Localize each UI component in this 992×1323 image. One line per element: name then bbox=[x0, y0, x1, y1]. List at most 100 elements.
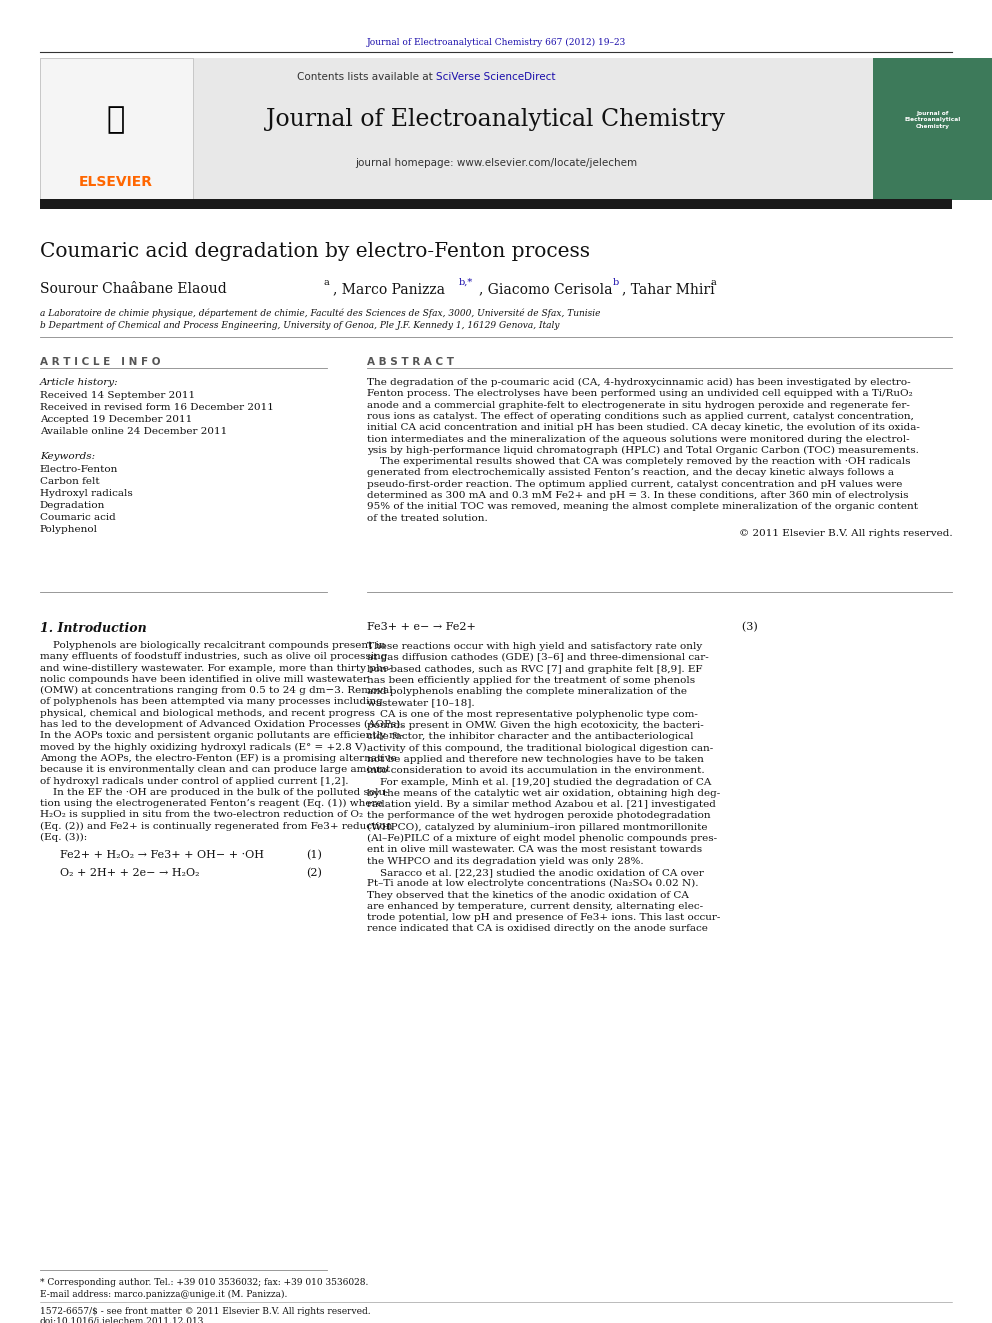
Text: cide factor, the inhibitor character and the antibacteriological: cide factor, the inhibitor character and… bbox=[367, 733, 693, 741]
Text: b,*: b,* bbox=[458, 278, 472, 287]
Text: not be applied and therefore new technologies have to be taken: not be applied and therefore new technol… bbox=[367, 755, 704, 763]
Text: Electro-Fenton: Electro-Fenton bbox=[40, 464, 118, 474]
Text: * Corresponding author. Tel.: +39 010 3536032; fax: +39 010 3536028.: * Corresponding author. Tel.: +39 010 35… bbox=[40, 1278, 368, 1287]
Text: Available online 24 December 2011: Available online 24 December 2011 bbox=[40, 427, 227, 437]
Text: ysis by high-performance liquid chromatograph (HPLC) and Total Organic Carbon (T: ysis by high-performance liquid chromato… bbox=[367, 446, 919, 455]
Text: initial CA acid concentration and initial pH has been studied. CA decay kinetic,: initial CA acid concentration and initia… bbox=[367, 423, 920, 433]
Bar bbox=[873, 58, 992, 200]
Bar bbox=[40, 198, 952, 209]
Text: tion intermediates and the mineralization of the aqueous solutions were monitore: tion intermediates and the mineralizatio… bbox=[367, 434, 910, 443]
Text: 🌲: 🌲 bbox=[107, 106, 125, 135]
Text: Fe3+ + e− → Fe2+                                                                : Fe3+ + e− → Fe2+ bbox=[367, 622, 758, 632]
Text: H₂O₂ is supplied in situ from the two-electron reduction of O₂: H₂O₂ is supplied in situ from the two-el… bbox=[40, 811, 363, 819]
Text: Keywords:: Keywords: bbox=[40, 452, 95, 460]
Text: 1572-6657/$ - see front matter © 2011 Elsevier B.V. All rights reserved.: 1572-6657/$ - see front matter © 2011 El… bbox=[40, 1307, 370, 1316]
Text: determined as 300 mA and 0.3 mM Fe2+ and pH = 3. In these conditions, after 360 : determined as 300 mA and 0.3 mM Fe2+ and… bbox=[367, 491, 909, 500]
Text: O₂ + 2H+ + 2e− → H₂O₂: O₂ + 2H+ + 2e− → H₂O₂ bbox=[60, 868, 199, 878]
Text: of the treated solution.: of the treated solution. bbox=[367, 513, 488, 523]
Text: activity of this compound, the traditional biological digestion can-: activity of this compound, the tradition… bbox=[367, 744, 713, 753]
Text: Sourour Chaâbane Elaoud: Sourour Chaâbane Elaoud bbox=[40, 282, 226, 296]
Text: a: a bbox=[710, 278, 716, 287]
Text: b Department of Chemical and Process Engineering, University of Genoa, Ple J.F. : b Department of Chemical and Process Eng… bbox=[40, 321, 559, 329]
Text: because it is environmentally clean and can produce large amount: because it is environmentally clean and … bbox=[40, 765, 390, 774]
Text: CA is one of the most representative polyphenolic type com-: CA is one of the most representative pol… bbox=[367, 710, 698, 718]
Text: pounds present in OMW. Given the high ecotoxicity, the bacteri-: pounds present in OMW. Given the high ec… bbox=[367, 721, 703, 730]
Text: bon-based cathodes, such as RVC [7] and graphite felt [8,9]. EF: bon-based cathodes, such as RVC [7] and … bbox=[367, 664, 702, 673]
Text: rous ions as catalyst. The effect of operating conditions such as applied curren: rous ions as catalyst. The effect of ope… bbox=[367, 411, 914, 421]
Text: and wine-distillery wastewater. For example, more than thirty phe-: and wine-distillery wastewater. For exam… bbox=[40, 664, 392, 672]
Text: are enhanced by temperature, current density, alternating elec-: are enhanced by temperature, current den… bbox=[367, 902, 703, 912]
Text: Article history:: Article history: bbox=[40, 378, 118, 388]
Text: Fenton process. The electrolyses have been performed using an undivided cell equ: Fenton process. The electrolyses have be… bbox=[367, 389, 913, 398]
Text: doi:10.1016/j.jelechem.2011.12.013: doi:10.1016/j.jelechem.2011.12.013 bbox=[40, 1316, 204, 1323]
Text: (OMW) at concentrations ranging from 0.5 to 24 g dm−3. Removal: (OMW) at concentrations ranging from 0.5… bbox=[40, 687, 392, 696]
Text: Accepted 19 December 2011: Accepted 19 December 2011 bbox=[40, 415, 191, 423]
Text: Coumaric acid: Coumaric acid bbox=[40, 513, 115, 523]
Text: , Tahar Mhiri: , Tahar Mhiri bbox=[622, 282, 714, 296]
Text: anode and a commercial graphite-felt to electrogenerate in situ hydrogen peroxid: anode and a commercial graphite-felt to … bbox=[367, 401, 910, 410]
Text: the performance of the wet hydrogen peroxide photodegradation: the performance of the wet hydrogen pero… bbox=[367, 811, 710, 820]
Text: In the AOPs toxic and persistent organic pollutants are efficiently re-: In the AOPs toxic and persistent organic… bbox=[40, 732, 404, 741]
Text: tion using the electrogenerated Fenton’s reagent (Eq. (1)) where: tion using the electrogenerated Fenton’s… bbox=[40, 799, 382, 808]
Text: Carbon felt: Carbon felt bbox=[40, 478, 99, 486]
Text: by the means of the catalytic wet air oxidation, obtaining high deg-: by the means of the catalytic wet air ox… bbox=[367, 789, 720, 798]
Text: E-mail address: marco.panizza@unige.it (M. Panizza).: E-mail address: marco.panizza@unige.it (… bbox=[40, 1290, 287, 1299]
Text: has led to the development of Advanced Oxidation Processes (AOPs).: has led to the development of Advanced O… bbox=[40, 720, 403, 729]
Text: (1): (1) bbox=[307, 851, 322, 861]
Text: Coumaric acid degradation by electro-Fenton process: Coumaric acid degradation by electro-Fen… bbox=[40, 242, 589, 261]
Text: (Al–Fe)PILC of a mixture of eight model phenolic compounds pres-: (Al–Fe)PILC of a mixture of eight model … bbox=[367, 833, 717, 843]
Text: A B S T R A C T: A B S T R A C T bbox=[367, 357, 454, 366]
Text: generated from electrochemically assisted Fenton’s reaction, and the decay kinet: generated from electrochemically assiste… bbox=[367, 468, 894, 478]
Text: nolic compounds have been identified in olive mill wastewater: nolic compounds have been identified in … bbox=[40, 675, 368, 684]
Text: a: a bbox=[323, 278, 329, 287]
Text: ent in olive mill wastewater. CA was the most resistant towards: ent in olive mill wastewater. CA was the… bbox=[367, 845, 702, 855]
Text: Received 14 September 2011: Received 14 September 2011 bbox=[40, 392, 194, 400]
Text: , Giacomo Cerisola: , Giacomo Cerisola bbox=[479, 282, 613, 296]
Text: Degradation: Degradation bbox=[40, 501, 105, 509]
Text: 1. Introduction: 1. Introduction bbox=[40, 622, 147, 635]
Text: physical, chemical and biological methods, and recent progress: physical, chemical and biological method… bbox=[40, 709, 375, 718]
Text: Saracco et al. [22,23] studied the anodic oxidation of CA over: Saracco et al. [22,23] studied the anodi… bbox=[367, 868, 704, 877]
Text: many effluents of foodstuff industries, such as olive oil processing: many effluents of foodstuff industries, … bbox=[40, 652, 387, 662]
Bar bbox=[40, 58, 873, 200]
Text: wastewater [10–18].: wastewater [10–18]. bbox=[367, 699, 474, 708]
Text: , Marco Panizza: , Marco Panizza bbox=[333, 282, 445, 296]
Text: Among the AOPs, the electro-Fenton (EF) is a promising alternative: Among the AOPs, the electro-Fenton (EF) … bbox=[40, 754, 397, 763]
Text: and polyphenols enabling the complete mineralization of the: and polyphenols enabling the complete mi… bbox=[367, 687, 687, 696]
Text: They observed that the kinetics of the anodic oxidation of CA: They observed that the kinetics of the a… bbox=[367, 890, 688, 900]
Text: ELSEVIER: ELSEVIER bbox=[79, 175, 153, 189]
Text: Journal of Electroanalytical Chemistry 667 (2012) 19–23: Journal of Electroanalytical Chemistry 6… bbox=[366, 38, 626, 48]
Text: (Eq. (3)):: (Eq. (3)): bbox=[40, 833, 87, 843]
Text: (WHPCO), catalyzed by aluminium–iron pillared montmorillonite: (WHPCO), catalyzed by aluminium–iron pil… bbox=[367, 823, 707, 832]
Text: of polyphenols has been attempted via many processes including: of polyphenols has been attempted via ma… bbox=[40, 697, 383, 706]
Text: moved by the highly oxidizing hydroxyl radicals (E° = +2.8 V).: moved by the highly oxidizing hydroxyl r… bbox=[40, 742, 370, 751]
Text: Fe2+ + H₂O₂ → Fe3+ + OH− + ·OH: Fe2+ + H₂O₂ → Fe3+ + OH− + ·OH bbox=[60, 851, 264, 860]
Text: © 2011 Elsevier B.V. All rights reserved.: © 2011 Elsevier B.V. All rights reserved… bbox=[739, 529, 952, 538]
Text: of hydroxyl radicals under control of applied current [1,2].: of hydroxyl radicals under control of ap… bbox=[40, 777, 348, 786]
Text: Polyphenols are biologically recalcitrant compounds present in: Polyphenols are biologically recalcitran… bbox=[40, 642, 385, 650]
Text: radation yield. By a similar method Azabou et al. [21] investigated: radation yield. By a similar method Azab… bbox=[367, 800, 716, 810]
Text: In the EF the ·OH are produced in the bulk of the polluted solu-: In the EF the ·OH are produced in the bu… bbox=[40, 789, 388, 796]
Text: Received in revised form 16 December 2011: Received in revised form 16 December 201… bbox=[40, 404, 274, 411]
Text: Pt–Ti anode at low electrolyte concentrations (Na₂SO₄ 0.02 N).: Pt–Ti anode at low electrolyte concentra… bbox=[367, 880, 698, 889]
Text: a Laboratoire de chimie physique, département de chimie, Faculté des Sciences de: a Laboratoire de chimie physique, départ… bbox=[40, 308, 600, 318]
Text: 95% of the initial TOC was removed, meaning the almost complete mineralization o: 95% of the initial TOC was removed, mean… bbox=[367, 503, 918, 511]
Text: rence indicated that CA is oxidised directly on the anode surface: rence indicated that CA is oxidised dire… bbox=[367, 925, 708, 934]
Text: at gas diffusion cathodes (GDE) [3–6] and three-dimensional car-: at gas diffusion cathodes (GDE) [3–6] an… bbox=[367, 654, 709, 663]
Text: Polyphenol: Polyphenol bbox=[40, 525, 97, 534]
Text: Hydroxyl radicals: Hydroxyl radicals bbox=[40, 490, 132, 497]
Text: SciVerse ScienceDirect: SciVerse ScienceDirect bbox=[436, 71, 556, 82]
Bar bbox=[40, 58, 193, 200]
Text: A R T I C L E   I N F O: A R T I C L E I N F O bbox=[40, 357, 160, 366]
Text: The degradation of the p-coumaric acid (CA, 4-hydroxycinnamic acid) has been inv: The degradation of the p-coumaric acid (… bbox=[367, 378, 911, 388]
Text: trode potential, low pH and presence of Fe3+ ions. This last occur-: trode potential, low pH and presence of … bbox=[367, 913, 720, 922]
Text: The experimental results showed that CA was completely removed by the reaction w: The experimental results showed that CA … bbox=[367, 458, 911, 466]
Text: (2): (2) bbox=[307, 868, 322, 878]
Text: b: b bbox=[613, 278, 619, 287]
Text: into consideration to avoid its accumulation in the environment.: into consideration to avoid its accumula… bbox=[367, 766, 704, 775]
Text: pseudo-first-order reaction. The optimum applied current, catalyst concentration: pseudo-first-order reaction. The optimum… bbox=[367, 480, 903, 488]
Text: For example, Minh et al. [19,20] studied the degradation of CA: For example, Minh et al. [19,20] studied… bbox=[367, 778, 711, 787]
Text: Journal of
Electroanalytical
Chemistry: Journal of Electroanalytical Chemistry bbox=[905, 111, 960, 130]
Text: journal homepage: www.elsevier.com/locate/jelechem: journal homepage: www.elsevier.com/locat… bbox=[355, 157, 637, 168]
Text: (Eq. (2)) and Fe2+ is continually regenerated from Fe3+ reduction: (Eq. (2)) and Fe2+ is continually regene… bbox=[40, 822, 392, 831]
